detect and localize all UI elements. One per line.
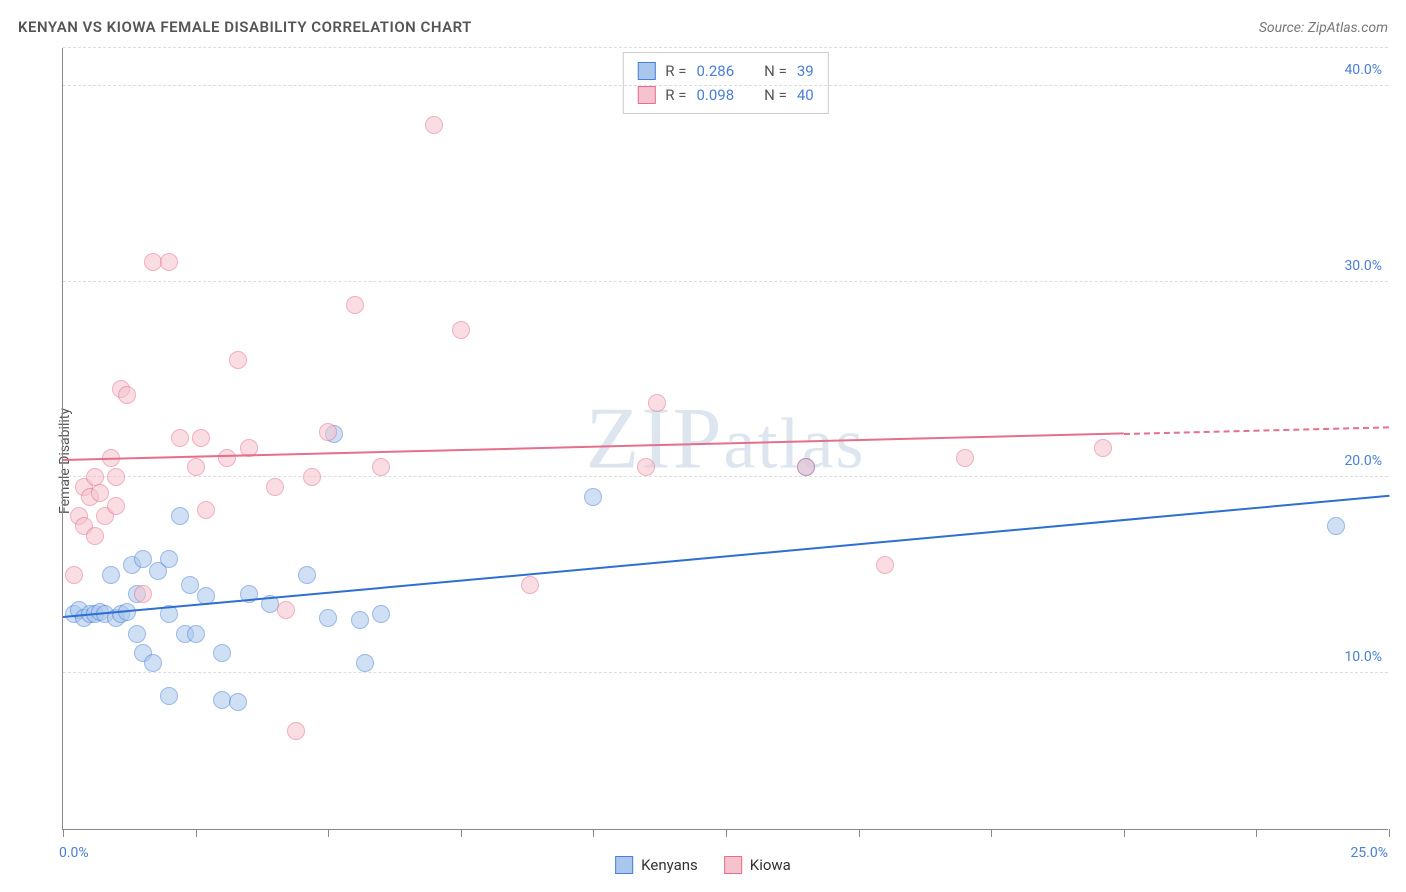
scatter-point: [187, 458, 205, 476]
legend-swatch: [637, 86, 655, 104]
scatter-point: [319, 609, 337, 627]
scatter-point: [287, 722, 305, 740]
scatter-point: [171, 429, 189, 447]
scatter-point: [107, 497, 125, 515]
watermark: ZIPatlas: [586, 388, 866, 489]
scatter-point: [171, 507, 189, 525]
scatter-point: [86, 527, 104, 545]
gridline: [63, 281, 1388, 282]
x-tick: [461, 829, 462, 837]
stat-r-value: 0.286: [696, 59, 734, 83]
stat-r-label: R =: [665, 59, 686, 83]
trend-line: [63, 495, 1389, 618]
scatter-point: [128, 625, 146, 643]
scatter-point: [876, 556, 894, 574]
stat-n-value: 40: [797, 83, 814, 107]
scatter-point: [303, 468, 321, 486]
stat-r-value: 0.098: [696, 83, 734, 107]
scatter-point: [266, 478, 284, 496]
scatter-point: [102, 566, 120, 584]
scatter-point: [187, 625, 205, 643]
scatter-point: [144, 654, 162, 672]
x-tick-label: 0.0%: [59, 845, 89, 861]
scatter-point: [107, 468, 125, 486]
scatter-point: [648, 394, 666, 412]
stat-r-label: R =: [665, 83, 686, 107]
legend-swatch: [637, 62, 655, 80]
scatter-point: [229, 351, 247, 369]
scatter-point: [160, 687, 178, 705]
legend-label: Kenyans: [641, 856, 698, 874]
scatter-point: [356, 654, 374, 672]
series-legend: Kenyans Kiowa: [615, 856, 791, 874]
stat-n-label: N =: [764, 59, 787, 83]
x-tick: [593, 829, 594, 837]
scatter-point: [197, 501, 215, 519]
scatter-point: [584, 488, 602, 506]
stats-row: R = 0.098 N = 40: [637, 83, 813, 107]
scatter-point: [65, 566, 83, 584]
scatter-point: [372, 605, 390, 623]
scatter-point: [521, 576, 539, 594]
scatter-point: [298, 566, 316, 584]
scatter-point: [319, 423, 337, 441]
scatter-point: [118, 386, 136, 404]
legend-label: Kiowa: [750, 856, 791, 874]
scatter-point: [956, 449, 974, 467]
scatter-point: [637, 458, 655, 476]
scatter-point: [351, 611, 369, 629]
gridline: [63, 85, 1388, 86]
scatter-point: [181, 576, 199, 594]
scatter-point: [346, 296, 364, 314]
stat-n-label: N =: [764, 83, 787, 107]
x-tick: [1389, 829, 1390, 837]
scatter-point: [134, 585, 152, 603]
legend-item: Kiowa: [724, 856, 791, 874]
scatter-point: [277, 601, 295, 619]
x-tick: [1256, 829, 1257, 837]
stat-n-value: 39: [797, 59, 814, 83]
chart-source: Source: ZipAtlas.com: [1259, 20, 1388, 36]
scatter-point: [1094, 439, 1112, 457]
y-tick-label: 20.0%: [1344, 453, 1382, 469]
y-tick-label: 40.0%: [1344, 62, 1382, 78]
scatter-point: [372, 458, 390, 476]
trend-line: [1124, 426, 1389, 435]
plot-region: ZIPatlas R = 0.286N = 39R = 0.098N = 40 …: [62, 48, 1388, 830]
scatter-point: [452, 321, 470, 339]
scatter-point: [91, 484, 109, 502]
y-tick-label: 10.0%: [1344, 649, 1382, 665]
scatter-point: [797, 458, 815, 476]
gridline: [63, 476, 1388, 477]
stats-legend: R = 0.286 N = 39 R = 0.098 N = 40: [622, 52, 828, 114]
scatter-point: [425, 116, 443, 134]
y-tick-label: 30.0%: [1344, 258, 1382, 274]
scatter-point: [229, 693, 247, 711]
scatter-point: [218, 449, 236, 467]
gridline: [63, 47, 1388, 48]
x-tick: [991, 829, 992, 837]
gridline: [63, 672, 1388, 673]
scatter-point: [160, 253, 178, 271]
x-tick: [1124, 829, 1125, 837]
chart-title: KENYAN VS KIOWA FEMALE DISABILITY CORREL…: [18, 18, 472, 36]
chart-header: KENYAN VS KIOWA FEMALE DISABILITY CORREL…: [18, 18, 1388, 36]
scatter-point: [192, 429, 210, 447]
x-tick: [859, 829, 860, 837]
scatter-point: [1327, 517, 1345, 535]
scatter-point: [134, 550, 152, 568]
legend-swatch: [615, 856, 633, 874]
legend-item: Kenyans: [615, 856, 698, 874]
x-tick: [726, 829, 727, 837]
x-tick: [63, 829, 64, 837]
chart-area: Female Disability ZIPatlas R = 0.286N = …: [18, 48, 1388, 874]
scatter-point: [213, 644, 231, 662]
x-tick-label: 25.0%: [1350, 845, 1388, 861]
stats-row: R = 0.286 N = 39: [637, 59, 813, 83]
legend-swatch: [724, 856, 742, 874]
x-tick: [328, 829, 329, 837]
scatter-point: [160, 550, 178, 568]
x-tick: [196, 829, 197, 837]
